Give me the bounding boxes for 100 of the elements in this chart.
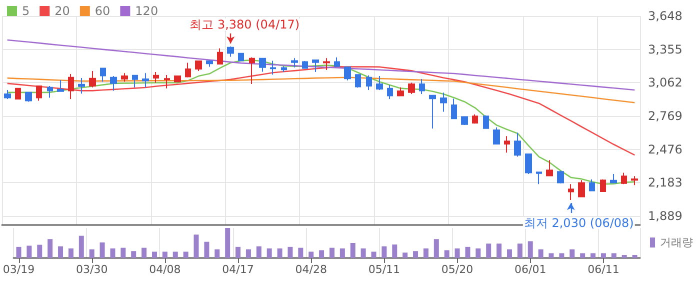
candlestick [514,132,521,158]
bar [465,246,470,258]
bar [476,248,481,258]
candlestick [578,180,585,198]
x-tick-label: 05/11 [368,263,400,276]
bar [528,241,533,258]
candlestick [334,56,340,67]
bar [183,252,188,258]
x-tick-label: 04/08 [149,263,181,276]
line-series [6,66,636,156]
legend-label: 60 [94,4,110,18]
bar [246,249,251,258]
bar [162,252,168,258]
candlestick [461,116,468,126]
y-tick-label: 3,355 [648,42,682,56]
candlestick [355,74,361,88]
candlestick [493,126,500,145]
bar [142,248,147,258]
candlestick [451,98,457,120]
legend-label: 20 [54,4,70,18]
candlestick [387,84,393,100]
bar [37,244,42,258]
bar [413,251,418,258]
candlestick [483,114,489,129]
candlestick [504,136,510,154]
bar [559,253,564,258]
bar [632,255,638,258]
bar [496,244,502,258]
candlestick [100,68,106,82]
candlestick [195,60,202,72]
bar [423,248,428,258]
candlestick [366,74,372,91]
candlestick [227,46,234,58]
candlestick [546,160,553,176]
bar [486,244,492,258]
candlestick [36,86,42,102]
bar [26,246,32,258]
candlestick [610,174,617,184]
candlestick [291,58,298,68]
bar [16,246,22,258]
bar [548,253,554,258]
candlestick [281,66,287,73]
line-series [6,39,636,91]
candlestick [110,76,117,92]
candlestick [408,82,415,95]
y-tick-label: 1,889 [648,209,682,224]
bar [68,248,74,258]
candlestick [238,52,244,62]
bar [600,253,606,258]
bar [131,251,136,258]
candlestick [312,60,319,73]
bar [152,252,157,258]
candlestick [270,60,276,76]
bar [194,234,199,258]
bar [58,246,64,258]
x-tick-label: 04/28 [295,263,327,276]
bar [204,242,210,258]
candlestick [164,74,170,89]
candlestick [4,90,11,100]
bar [48,239,53,258]
candlestick [142,72,149,88]
candlestick [440,92,447,112]
bar [382,246,387,258]
bar [89,249,94,258]
candlestick [15,88,21,100]
bar [538,249,544,258]
candlestick [376,76,383,91]
candlestick [631,176,638,186]
bar [288,246,293,258]
bar [225,228,230,258]
candlestick [589,178,595,192]
candlestick [185,62,191,78]
candlestick [397,86,404,96]
bar [517,244,522,258]
candlestick [472,114,478,124]
bar [110,248,116,258]
y-tick-label: 3,062 [648,76,682,90]
candlestick [121,72,128,82]
candlestick [25,92,32,102]
bar [454,248,460,258]
bar [214,249,220,258]
bar [308,252,314,258]
line-series [6,59,636,185]
legend-label: 120 [135,4,158,18]
candlestick [153,72,159,84]
candlestick [132,74,138,88]
bar [580,253,586,258]
bar [444,250,450,258]
bar [590,253,596,258]
candlestick [429,94,436,129]
bar [371,252,376,258]
bar [78,236,84,258]
y-tick-label: 2,476 [648,142,682,156]
candlestick [419,78,425,95]
annotation: 최고 3,380 (04/17) [190,17,300,32]
bar [236,246,241,258]
candlestick [206,60,213,68]
bar [329,248,334,258]
x-tick-label: 06/11 [588,263,620,276]
x-tick-label: 06/01 [514,263,546,276]
